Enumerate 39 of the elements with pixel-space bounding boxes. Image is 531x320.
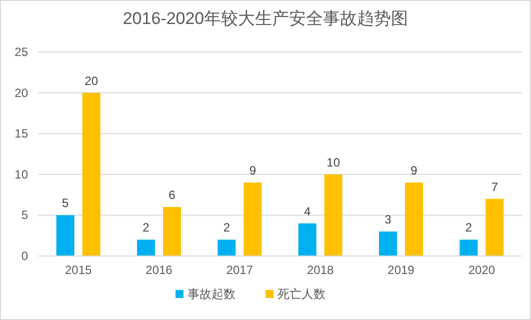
- bar: [244, 182, 262, 256]
- x-tick-label: 2017: [226, 263, 254, 277]
- data-label: 5: [62, 196, 69, 210]
- data-label: 20: [84, 74, 98, 88]
- bar: [298, 223, 316, 256]
- data-label: 9: [410, 164, 418, 178]
- data-label: 3: [384, 212, 392, 227]
- legend-label: 事故起数: [188, 287, 236, 301]
- data-label: 2: [223, 220, 230, 235]
- data-label: 4: [304, 204, 311, 218]
- bar: [137, 240, 155, 256]
- x-tick-label: 2019: [388, 263, 415, 277]
- data-label: 2: [142, 220, 150, 235]
- legend-label: 死亡人数: [278, 287, 326, 301]
- data-label: 9: [249, 164, 256, 178]
- y-tick-label: 5: [21, 208, 28, 222]
- y-tick-label: 20: [14, 86, 28, 100]
- bar: [379, 232, 397, 256]
- x-tick-label: 2016: [146, 263, 173, 277]
- bar: [163, 207, 181, 256]
- bar: [486, 198, 504, 256]
- data-label: 6: [168, 188, 176, 202]
- data-label: 7: [491, 180, 498, 194]
- bar: [324, 174, 342, 256]
- bar: [460, 240, 478, 256]
- y-tick-label: 25: [14, 45, 28, 59]
- bar: [82, 92, 100, 256]
- data-label: 10: [326, 155, 340, 170]
- x-tick-label: 2020: [468, 263, 496, 277]
- x-tick-label: 2015: [64, 263, 92, 277]
- y-tick-label: 10: [14, 167, 28, 182]
- bar: [56, 215, 74, 256]
- y-tick-label: 0: [21, 249, 28, 263]
- bar: [218, 240, 236, 256]
- data-label: 2: [465, 220, 472, 235]
- y-tick-label: 15: [14, 126, 28, 141]
- bar: [405, 182, 423, 256]
- chart-title: 2016-2020年较大生产安全事故趋势图: [122, 9, 408, 28]
- x-tick-label: 2018: [306, 263, 334, 277]
